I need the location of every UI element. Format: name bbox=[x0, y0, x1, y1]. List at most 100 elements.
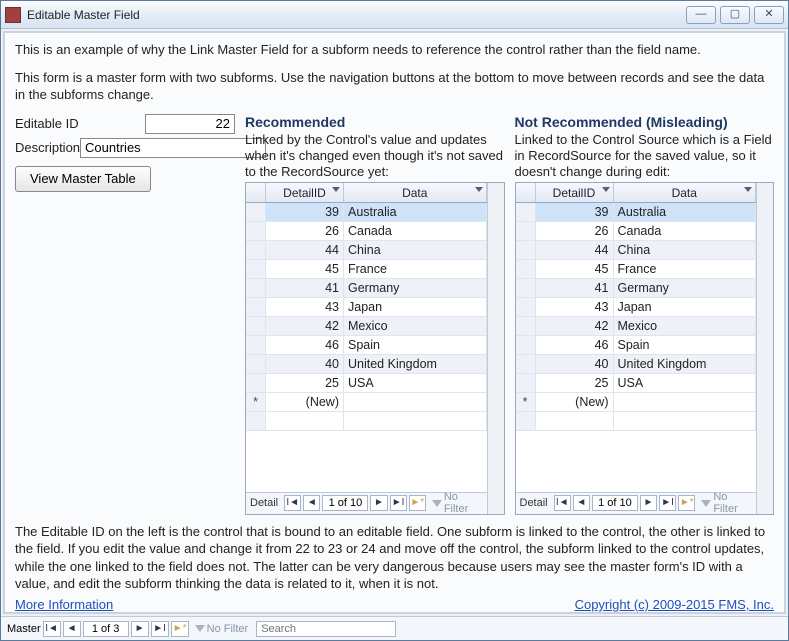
cell-data: Germany bbox=[344, 279, 487, 298]
copyright-link[interactable]: Copyright (c) 2009-2015 FMS, Inc. bbox=[575, 597, 774, 612]
subnav-position-input[interactable] bbox=[592, 495, 638, 511]
formnav-search-input[interactable] bbox=[256, 621, 396, 637]
cell-data: France bbox=[344, 260, 487, 279]
description-input[interactable] bbox=[80, 138, 266, 158]
table-row[interactable]: 40 United Kingdom bbox=[516, 355, 757, 374]
cell-data: Australia bbox=[614, 203, 757, 222]
table-row[interactable]: 41 Germany bbox=[516, 279, 757, 298]
description-label: Description bbox=[15, 140, 80, 155]
cell-detailid: 41 bbox=[266, 279, 344, 298]
formnav-nofilter[interactable]: No Filter bbox=[195, 623, 249, 635]
cell-detailid: 45 bbox=[266, 260, 344, 279]
grid-header: DetailID Data bbox=[516, 183, 757, 203]
editable-id-label: Editable ID bbox=[15, 116, 95, 131]
close-button[interactable]: ✕ bbox=[754, 6, 784, 24]
formnav-last-button[interactable]: ►I bbox=[151, 621, 169, 637]
table-row[interactable]: 39 Australia bbox=[516, 203, 757, 222]
minimize-button[interactable]: — bbox=[686, 6, 716, 24]
dropdown-icon bbox=[332, 187, 340, 192]
col-data[interactable]: Data bbox=[614, 183, 757, 202]
col-data[interactable]: Data bbox=[344, 183, 487, 202]
cell-detailid: 39 bbox=[536, 203, 614, 222]
subnav-first-button[interactable]: I◄ bbox=[284, 495, 301, 511]
subnav-prev-button[interactable]: ◄ bbox=[573, 495, 590, 511]
grid-not-recommended: DetailID Data 39 Australia 26 Canada 44 … bbox=[515, 182, 775, 514]
subnav-next-button[interactable]: ► bbox=[640, 495, 657, 511]
table-row[interactable]: 25 USA bbox=[516, 374, 757, 393]
subform-navigator: Detail I◄ ◄ ► ►I ►* No Filter bbox=[516, 492, 757, 514]
window-title: Editable Master Field bbox=[27, 8, 686, 22]
col-detailid[interactable]: DetailID bbox=[266, 183, 344, 202]
vertical-scrollbar[interactable] bbox=[756, 183, 773, 513]
cell-data: Canada bbox=[614, 222, 757, 241]
left-column: Editable ID Description View Master Tabl… bbox=[15, 114, 235, 515]
table-row[interactable]: 40 United Kingdom bbox=[246, 355, 487, 374]
dropdown-icon bbox=[602, 187, 610, 192]
subnav-nofilter[interactable]: No Filter bbox=[432, 491, 483, 515]
formnav-new-button[interactable]: ►* bbox=[171, 621, 189, 637]
cell-data: USA bbox=[614, 374, 757, 393]
view-master-table-button[interactable]: View Master Table bbox=[15, 166, 151, 192]
subnav-nofilter[interactable]: No Filter bbox=[701, 491, 752, 515]
subnav-new-button[interactable]: ►* bbox=[409, 495, 426, 511]
maximize-button[interactable]: ▢ bbox=[720, 6, 750, 24]
table-row-empty bbox=[516, 412, 757, 431]
table-row-new[interactable]: * (New) bbox=[516, 393, 757, 412]
cell-data-new bbox=[344, 393, 487, 412]
intro-2: This form is a master form with two subf… bbox=[15, 69, 774, 104]
subform-not-recommended: Not Recommended (Misleading) Linked to t… bbox=[515, 114, 775, 515]
more-information-link[interactable]: More Information bbox=[15, 597, 113, 612]
grid-header: DetailID Data bbox=[246, 183, 487, 203]
cell-detailid: 42 bbox=[266, 317, 344, 336]
cell-data: Spain bbox=[614, 336, 757, 355]
cell-detailid: 40 bbox=[266, 355, 344, 374]
table-row[interactable]: 44 China bbox=[516, 241, 757, 260]
recommended-desc: Linked by the Control's value and update… bbox=[245, 132, 505, 181]
col-detailid[interactable]: DetailID bbox=[536, 183, 614, 202]
grid-body: 39 Australia 26 Canada 44 China 45 Franc… bbox=[516, 203, 757, 491]
table-row[interactable]: 44 China bbox=[246, 241, 487, 260]
table-row[interactable]: 43 Japan bbox=[246, 298, 487, 317]
cell-detailid: 39 bbox=[266, 203, 344, 222]
table-row[interactable]: 42 Mexico bbox=[246, 317, 487, 336]
table-row[interactable]: 45 France bbox=[516, 260, 757, 279]
grid-recommended: DetailID Data 39 Australia 26 Canada 44 … bbox=[245, 182, 505, 514]
table-row[interactable]: 41 Germany bbox=[246, 279, 487, 298]
cell-detailid: 40 bbox=[536, 355, 614, 374]
cell-data: China bbox=[344, 241, 487, 260]
subnav-next-button[interactable]: ► bbox=[370, 495, 387, 511]
cell-data: USA bbox=[344, 374, 487, 393]
cell-detailid-new: (New) bbox=[266, 393, 344, 412]
formnav-label: Master bbox=[7, 623, 41, 635]
table-row[interactable]: 39 Australia bbox=[246, 203, 487, 222]
table-row[interactable]: 26 Canada bbox=[516, 222, 757, 241]
subnav-first-button[interactable]: I◄ bbox=[554, 495, 571, 511]
cell-detailid: 46 bbox=[266, 336, 344, 355]
vertical-scrollbar[interactable] bbox=[487, 183, 504, 513]
recommended-heading: Recommended bbox=[245, 114, 505, 130]
cell-data: Spain bbox=[344, 336, 487, 355]
table-row[interactable]: 26 Canada bbox=[246, 222, 487, 241]
formnav-position-input[interactable] bbox=[83, 621, 129, 637]
funnel-icon bbox=[195, 625, 205, 632]
subnav-new-button[interactable]: ►* bbox=[678, 495, 695, 511]
table-row[interactable]: 43 Japan bbox=[516, 298, 757, 317]
subnav-last-button[interactable]: ►I bbox=[390, 495, 407, 511]
table-row[interactable]: 46 Spain bbox=[246, 336, 487, 355]
table-row[interactable]: 25 USA bbox=[246, 374, 487, 393]
new-row-icon: * bbox=[246, 393, 266, 412]
subnav-position-input[interactable] bbox=[322, 495, 368, 511]
formnav-next-button[interactable]: ► bbox=[131, 621, 149, 637]
editable-id-input[interactable] bbox=[145, 114, 235, 134]
table-row[interactable]: 45 France bbox=[246, 260, 487, 279]
subnav-prev-button[interactable]: ◄ bbox=[303, 495, 320, 511]
subnav-last-button[interactable]: ►I bbox=[659, 495, 676, 511]
formnav-first-button[interactable]: I◄ bbox=[43, 621, 61, 637]
table-row[interactable]: 42 Mexico bbox=[516, 317, 757, 336]
subform-recommended: Recommended Linked by the Control's valu… bbox=[245, 114, 505, 515]
table-row[interactable]: 46 Spain bbox=[516, 336, 757, 355]
table-row-empty bbox=[246, 412, 487, 431]
formnav-prev-button[interactable]: ◄ bbox=[63, 621, 81, 637]
cell-detailid: 41 bbox=[536, 279, 614, 298]
table-row-new[interactable]: * (New) bbox=[246, 393, 487, 412]
